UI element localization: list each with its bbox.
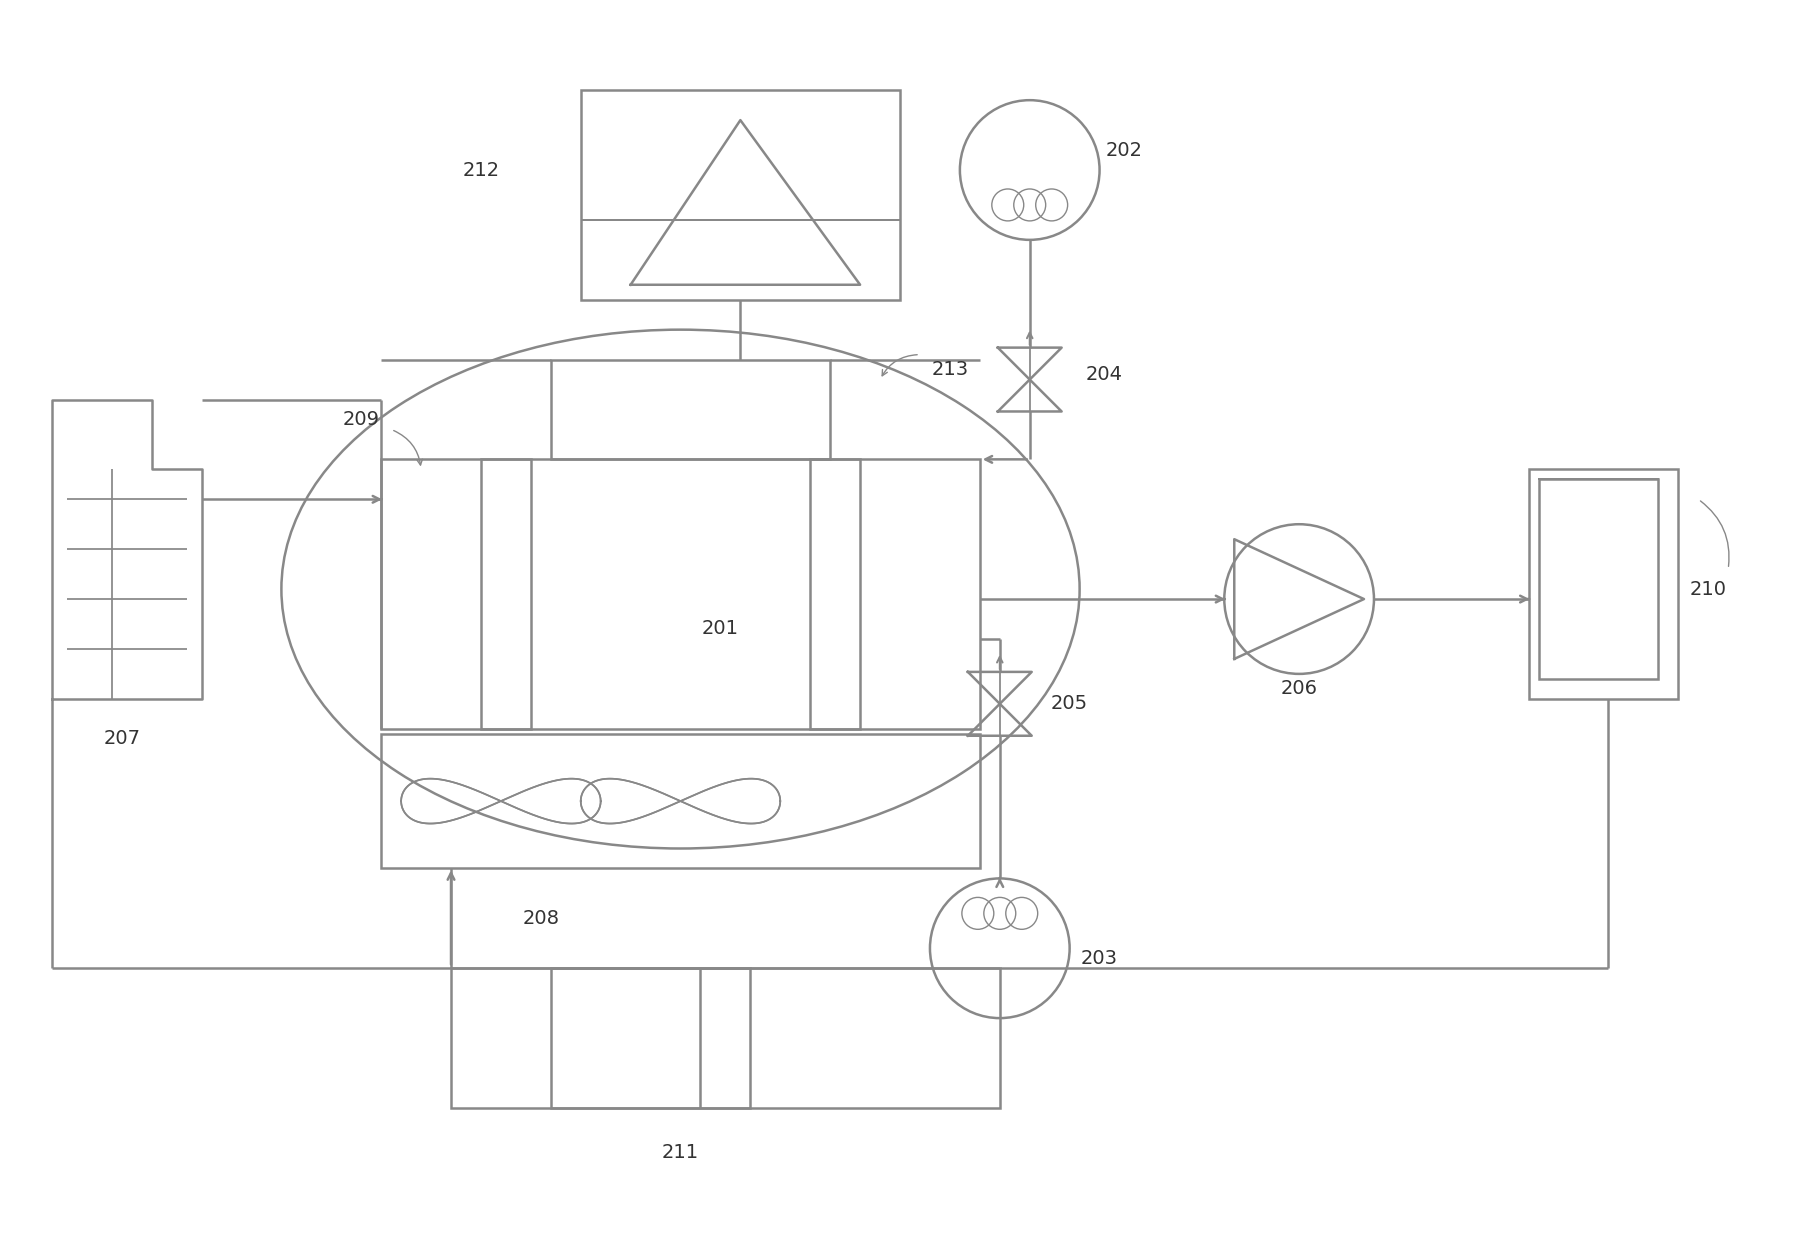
Bar bbox=[811, 460, 860, 728]
Bar bbox=[1529, 470, 1678, 699]
Text: 205: 205 bbox=[1050, 694, 1088, 713]
Bar bbox=[452, 968, 1000, 1108]
Text: 210: 210 bbox=[1689, 580, 1727, 598]
Bar bbox=[580, 90, 900, 300]
Text: 206: 206 bbox=[1281, 679, 1317, 698]
Text: 213: 213 bbox=[931, 360, 969, 378]
Text: 209: 209 bbox=[343, 410, 379, 428]
Text: 204: 204 bbox=[1087, 365, 1123, 383]
Bar bbox=[551, 360, 831, 460]
Text: 211: 211 bbox=[662, 1143, 698, 1163]
Text: 212: 212 bbox=[463, 161, 499, 180]
Text: 208: 208 bbox=[522, 909, 559, 928]
Bar bbox=[1538, 480, 1658, 679]
Text: 201: 201 bbox=[702, 620, 738, 638]
Bar bbox=[381, 733, 980, 868]
Bar bbox=[381, 460, 980, 728]
Text: 203: 203 bbox=[1081, 949, 1117, 968]
Bar bbox=[481, 460, 532, 728]
Bar bbox=[551, 968, 751, 1108]
Text: 207: 207 bbox=[103, 729, 140, 748]
Text: 202: 202 bbox=[1107, 141, 1143, 160]
